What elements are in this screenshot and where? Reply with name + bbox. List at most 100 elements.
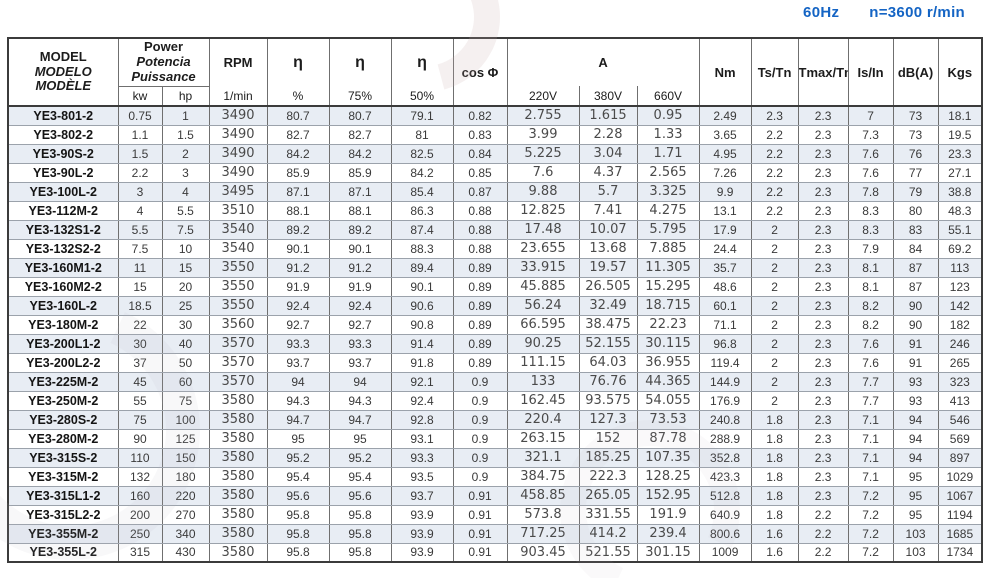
current-380v-cell: 2.28 xyxy=(578,124,638,145)
torque-cell: 800.6 xyxy=(698,523,752,544)
col-header-model: MODEL MODELO MODÈLE xyxy=(7,37,119,107)
weight-cell: 569 xyxy=(937,428,983,449)
eta-75-cell: 94.7 xyxy=(328,409,392,430)
tmax-tn-cell: 2.3 xyxy=(797,333,849,354)
torque-cell: 4.95 xyxy=(698,143,752,164)
db-cell: 103 xyxy=(892,523,939,544)
table-row: YE3-132S2-2 7.5 10 3540 90.1 90.1 88.3 0.88 23.6… xyxy=(7,238,983,259)
kw-cell: 15 xyxy=(117,276,163,297)
current-380v-cell: 76.76 xyxy=(578,371,638,392)
table-row: YE3-355M-2 250 340 3580 95.8 95.8 93.9 0.91 717.… xyxy=(7,523,983,544)
kw-cell: 0.75 xyxy=(117,105,163,126)
db-cell: 94 xyxy=(892,409,939,430)
model-cell: YE3-160M1-2 xyxy=(7,257,119,278)
torque-cell: 144.9 xyxy=(698,371,752,392)
weight-cell: 69.2 xyxy=(937,238,983,259)
eta-75-cell: 84.2 xyxy=(328,143,392,164)
current-220v-cell: 111.15 xyxy=(506,352,580,373)
torque-cell: 119.4 xyxy=(698,352,752,373)
rpm-cell: 3580 xyxy=(208,542,268,563)
db-cell: 91 xyxy=(892,333,939,354)
eta-50-cell: 85.4 xyxy=(390,181,454,202)
hp-cell: 1.5 xyxy=(161,124,210,145)
hp-cell: 1 xyxy=(161,105,210,126)
hp-cell: 20 xyxy=(161,276,210,297)
rpm-cell: 3490 xyxy=(208,162,268,183)
torque-cell: 512.8 xyxy=(698,485,752,506)
rpm-cell: 3580 xyxy=(208,523,268,544)
eta-100-cell: 92.4 xyxy=(266,295,330,316)
ts-tn-cell: 2 xyxy=(750,352,799,373)
cos-phi-cell: 0.91 xyxy=(452,542,508,563)
weight-cell: 1029 xyxy=(937,466,983,487)
speed-label: n=3600 r/min xyxy=(869,4,965,21)
current-380v-cell: 26.505 xyxy=(578,276,638,297)
table-row: YE3-250M-2 55 75 3580 94.3 94.3 92.4 0.9 162.45 9… xyxy=(7,390,983,411)
current-380v-cell: 64.03 xyxy=(578,352,638,373)
weight-cell: 1685 xyxy=(937,523,983,544)
table-row: YE3-315L1-2 160 220 3580 95.6 95.6 93.7 0.91 458… xyxy=(7,485,983,506)
torque-cell: 240.8 xyxy=(698,409,752,430)
eta-50-cell: 92.8 xyxy=(390,409,454,430)
is-in-cell: 8.2 xyxy=(847,314,894,335)
table-row: YE3-160L-2 18.5 25 3550 92.4 92.4 90.6 0.89 56.2… xyxy=(7,295,983,316)
eta-100-cell: 95.2 xyxy=(266,447,330,468)
eta-100-cell: 90.1 xyxy=(266,238,330,259)
kw-cell: 160 xyxy=(117,485,163,506)
col-header-cos-phi: cos Φ xyxy=(452,37,508,107)
eta-75-cell: 82.7 xyxy=(328,124,392,145)
ts-tn-cell: 1.8 xyxy=(750,504,799,525)
cos-phi-cell: 0.88 xyxy=(452,219,508,240)
kw-cell: 22 xyxy=(117,314,163,335)
cos-phi-cell: 0.89 xyxy=(452,257,508,278)
col-header-ts-tn: Ts/Tn xyxy=(750,37,799,107)
frequency-speed-note: 60Hz n=3600 r/min xyxy=(803,4,965,21)
current-380v-cell: 1.615 xyxy=(578,105,638,126)
is-in-cell: 7.9 xyxy=(847,238,894,259)
table-row: YE3-315S-2 110 150 3580 95.2 95.2 93.3 0.9 321.1… xyxy=(7,447,983,468)
current-380v-cell: 52.155 xyxy=(578,333,638,354)
ts-tn-cell: 2.2 xyxy=(750,124,799,145)
torque-cell: 176.9 xyxy=(698,390,752,411)
kw-cell: 2.2 xyxy=(117,162,163,183)
cos-phi-cell: 0.87 xyxy=(452,181,508,202)
cos-phi-cell: 0.9 xyxy=(452,466,508,487)
current-380v-cell: 38.475 xyxy=(578,314,638,335)
is-in-cell: 7.1 xyxy=(847,428,894,449)
eta-75-cell: 95 xyxy=(328,428,392,449)
col-subheader-eta-100: % xyxy=(266,86,330,107)
current-660v-cell: 18.715 xyxy=(636,295,700,316)
torque-cell: 13.1 xyxy=(698,200,752,221)
table-row: YE3-315M-2 132 180 3580 95.4 95.4 93.5 0.9 384.7… xyxy=(7,466,983,487)
current-220v-cell: 384.75 xyxy=(506,466,580,487)
table-row: YE3-100L-2 3 4 3495 87.1 87.1 85.4 0.87 9.88 5.7 3… xyxy=(7,181,983,202)
tmax-tn-cell: 2.3 xyxy=(797,238,849,259)
current-380v-cell: 4.37 xyxy=(578,162,638,183)
table-row: YE3-225M-2 45 60 3570 94 94 92.1 0.9 133 76.76 44.… xyxy=(7,371,983,392)
current-380v-cell: 3.04 xyxy=(578,143,638,164)
hp-cell: 3 xyxy=(161,162,210,183)
is-in-cell: 7.7 xyxy=(847,371,894,392)
weight-cell: 48.3 xyxy=(937,200,983,221)
db-cell: 91 xyxy=(892,352,939,373)
current-660v-cell: 1.33 xyxy=(636,124,700,145)
model-cell: YE3-225M-2 xyxy=(7,371,119,392)
hp-cell: 50 xyxy=(161,352,210,373)
db-cell: 77 xyxy=(892,162,939,183)
tmax-tn-cell: 2.3 xyxy=(797,124,849,145)
model-cell: YE3-160M2-2 xyxy=(7,276,119,297)
col-subheader-380v: 380V xyxy=(578,86,638,107)
weight-cell: 182 xyxy=(937,314,983,335)
col-header-current: A xyxy=(506,37,700,86)
hp-cell: 10 xyxy=(161,238,210,259)
col-subheader-rpm-unit: 1/min xyxy=(208,86,268,107)
weight-cell: 142 xyxy=(937,295,983,316)
ts-tn-cell: 2 xyxy=(750,314,799,335)
db-cell: 87 xyxy=(892,257,939,278)
kw-cell: 315 xyxy=(117,542,163,563)
col-header-eta-100: η xyxy=(266,37,330,86)
tmax-tn-cell: 2.3 xyxy=(797,447,849,468)
current-380v-cell: 13.68 xyxy=(578,238,638,259)
torque-cell: 7.26 xyxy=(698,162,752,183)
